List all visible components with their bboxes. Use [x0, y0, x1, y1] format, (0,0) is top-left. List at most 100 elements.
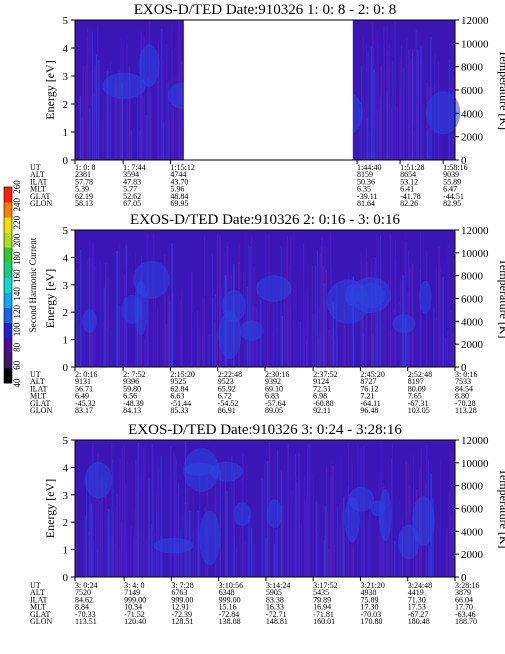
ephemeris-value: 5905 [266, 588, 282, 597]
enhanced-region [218, 311, 242, 360]
ephemeris-value: -45.32 [75, 399, 96, 408]
texture-streak [162, 488, 163, 577]
texture-streak [316, 250, 318, 367]
texture-streak [282, 506, 284, 577]
texture-streak [343, 337, 346, 367]
ephemeris-value: 62.19 [75, 192, 93, 201]
texture-streak [415, 29, 418, 161]
texture-streak [101, 477, 104, 577]
ephemeris-value: 84.54 [455, 384, 473, 393]
texture-streak [102, 119, 104, 160]
texture-streak [280, 246, 282, 367]
ephemeris-value: 6.41 [400, 185, 414, 194]
ephemeris-value: 3: 0:16 [455, 370, 477, 379]
ephemeris-value: 6.49 [75, 392, 89, 401]
texture-streak [105, 262, 107, 367]
texture-streak [341, 511, 344, 577]
ephemeris-value: 84.62 [75, 595, 93, 604]
texture-streak [161, 544, 163, 577]
texture-streak [272, 330, 274, 367]
colorbar-tick-label: 260 [12, 180, 22, 194]
texture-streak [187, 454, 189, 577]
ephemeris-row-label: ILAT [30, 595, 47, 604]
texture-streak [389, 323, 391, 367]
texture-streak [92, 241, 94, 367]
ephemeris-value: 2:37:52 [313, 370, 337, 379]
texture-streak [438, 246, 441, 367]
ephemeris-value: 72.51 [313, 384, 331, 393]
texture-streak [276, 298, 278, 367]
colorbar-segment [4, 367, 12, 384]
ephemeris-value: 128.51 [171, 617, 193, 626]
texture-streak [111, 442, 113, 577]
texture-streak [154, 533, 156, 577]
texture-streak [137, 442, 140, 577]
texture-streak [432, 498, 434, 577]
texture-streak [380, 62, 382, 160]
texture-streak [272, 522, 275, 577]
texture-streak [367, 518, 370, 577]
texture-streak [387, 46, 389, 160]
ephemeris-value: -48.39 [123, 399, 144, 408]
texture-streak [165, 323, 168, 367]
texture-streak [378, 297, 381, 367]
texture-streak [272, 297, 275, 367]
texture-streak [109, 61, 112, 160]
texture-streak [90, 503, 92, 577]
texture-streak [291, 489, 293, 577]
ephemeris-value: 188.70 [455, 617, 477, 626]
ephemeris-value: 2381 [75, 170, 91, 179]
texture-streak [453, 538, 455, 577]
colorbar-segment [4, 217, 12, 233]
texture-streak [287, 281, 290, 367]
texture-streak [145, 327, 148, 367]
y-right-tick-label: 6000 [461, 85, 484, 97]
texture-streak [90, 320, 92, 367]
texture-streak [190, 271, 193, 367]
texture-streak [121, 312, 124, 367]
ephemeris-value: 17.53 [408, 603, 426, 612]
ephemeris-value: 3:10:56 [219, 581, 243, 590]
texture-streak [376, 30, 378, 160]
texture-streak [253, 266, 255, 367]
texture-streak [334, 544, 336, 577]
texture-streak [156, 307, 159, 367]
panel-title: EXOS-D/TED Date:910326 2: 0:16 - 3: 0:16 [130, 212, 400, 228]
colorbar-segment [4, 247, 12, 263]
enhanced-region [348, 487, 375, 512]
ephemeris-value: 12.91 [171, 603, 189, 612]
texture-streak [214, 446, 216, 577]
texture-streak [145, 115, 148, 160]
texture-streak [81, 117, 83, 160]
texture-streak [306, 339, 307, 367]
texture-streak [304, 294, 306, 367]
texture-streak [118, 244, 121, 367]
texture-streak [115, 85, 118, 160]
panel-3: EXOS-D/TED Date:910326 3: 0:24 - 3:28:16… [30, 422, 505, 626]
texture-streak [293, 529, 295, 577]
texture-streak [390, 329, 392, 367]
texture-streak [290, 505, 292, 577]
texture-streak [148, 20, 151, 160]
texture-streak [91, 125, 94, 160]
enhanced-region [84, 462, 113, 499]
texture-streak [82, 65, 84, 160]
ephemeris-value: -57.64 [265, 399, 286, 408]
texture-streak [120, 38, 122, 160]
colorbar-tick-label: 140 [12, 287, 22, 301]
ephemeris-value: 6763 [171, 588, 187, 597]
texture-streak [360, 447, 362, 577]
texture-streak [342, 287, 344, 367]
texture-streak [394, 22, 396, 160]
texture-streak [162, 286, 164, 367]
texture-streak [134, 509, 136, 577]
ephemeris-value: 8.80 [455, 392, 469, 401]
texture-streak [208, 335, 211, 367]
texture-streak [309, 443, 311, 577]
ephemeris-value: 17.30 [360, 603, 378, 612]
enhanced-region [392, 314, 416, 334]
texture-streak [178, 483, 180, 577]
y-tick-label: 1 [63, 545, 69, 557]
enhanced-region [239, 320, 264, 341]
texture-streak [99, 260, 101, 367]
